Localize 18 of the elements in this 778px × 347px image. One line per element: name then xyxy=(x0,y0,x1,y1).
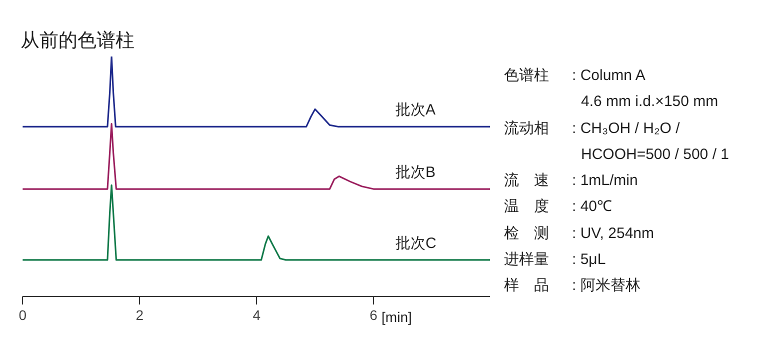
text: 流动相 : CH₃OH / H₂O / xyxy=(504,120,680,137)
chart-title: 从前的色谱柱 xyxy=(20,30,134,52)
text: 检 测 : UV, 254nm xyxy=(504,224,654,242)
series-label: 批次B xyxy=(396,164,436,182)
x-tick-label: 0 xyxy=(18,306,27,323)
text: 样 品 : 阿米替林 xyxy=(504,277,640,294)
text: HCOOH=500 / 500 / 1 xyxy=(580,144,729,165)
text: 流 速 : 1mL/min xyxy=(504,172,638,190)
series-label: 批次A xyxy=(396,102,436,119)
x-tick-label: 6 xyxy=(370,306,378,323)
text: 进样量 : 5μL xyxy=(504,251,606,268)
series-label: 批次C xyxy=(396,234,436,252)
x-tick-label: 2 xyxy=(136,306,144,323)
text: 4.6 mm i.d.×150 mm xyxy=(580,92,720,112)
text: 色谱柱 : Column A xyxy=(504,67,646,84)
text: 温 度 : 40℃ xyxy=(504,198,612,216)
x-axis-title: [min] xyxy=(382,308,412,325)
x-tick-label: 4 xyxy=(252,306,261,323)
